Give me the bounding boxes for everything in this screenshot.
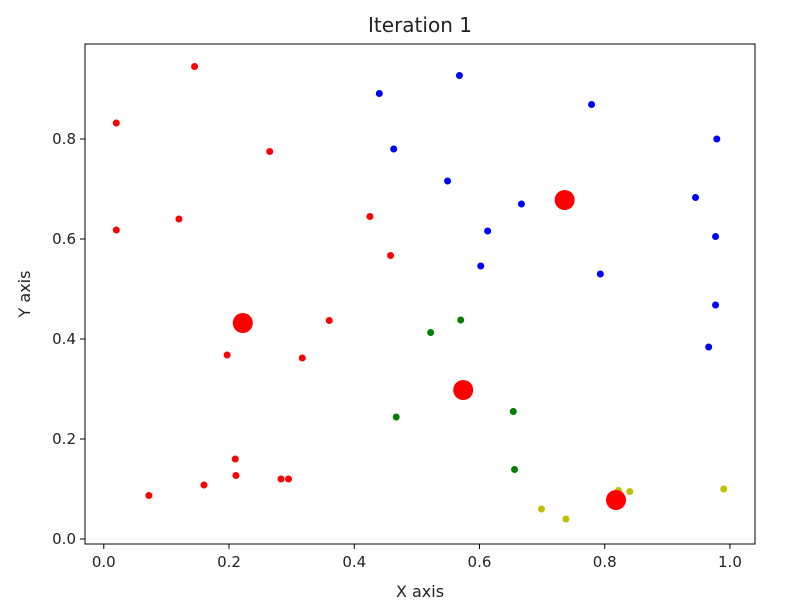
data-point bbox=[537, 505, 545, 513]
data-point bbox=[200, 481, 208, 489]
data-point bbox=[285, 475, 293, 483]
data-point bbox=[517, 200, 525, 208]
data-point bbox=[705, 343, 713, 351]
data-point bbox=[231, 455, 239, 463]
data-point bbox=[444, 177, 452, 185]
data-point bbox=[713, 135, 721, 143]
data-point bbox=[175, 215, 183, 223]
data-point bbox=[366, 213, 374, 220]
data-point bbox=[277, 475, 285, 483]
data-point bbox=[477, 262, 485, 270]
centroid-point bbox=[453, 380, 474, 400]
chart-title: Iteration 1 bbox=[368, 13, 472, 37]
data-point bbox=[112, 226, 120, 234]
y-tick-label: 0.6 bbox=[52, 230, 76, 248]
x-tick-label: 0.8 bbox=[593, 553, 617, 571]
data-point bbox=[325, 317, 333, 324]
data-point bbox=[390, 145, 398, 153]
data-point bbox=[484, 227, 492, 235]
data-point bbox=[626, 488, 634, 495]
data-point bbox=[427, 329, 435, 336]
data-point bbox=[112, 119, 120, 127]
data-point bbox=[232, 472, 240, 479]
data-point bbox=[509, 408, 517, 415]
centroid-points bbox=[232, 190, 626, 510]
y-tick-label: 0.8 bbox=[52, 130, 76, 148]
data-point bbox=[588, 101, 596, 108]
data-point bbox=[511, 466, 519, 473]
centroid-point bbox=[232, 313, 253, 333]
data-point bbox=[266, 148, 274, 155]
x-tick-label: 0.6 bbox=[468, 553, 492, 571]
y-axis-label: Y axis bbox=[15, 271, 34, 319]
data-point bbox=[720, 485, 728, 493]
data-point bbox=[596, 270, 604, 278]
data-point bbox=[455, 72, 463, 79]
data-point bbox=[375, 90, 383, 97]
plot-frame bbox=[84, 43, 756, 545]
centroid-point bbox=[605, 490, 626, 510]
data-point bbox=[145, 492, 153, 499]
data-point bbox=[712, 301, 720, 309]
data-point bbox=[712, 233, 720, 240]
data-point bbox=[562, 515, 570, 523]
y-tick-label: 0.2 bbox=[52, 430, 76, 448]
centroid-point bbox=[554, 190, 575, 210]
axis-ticks: 0.0 0.2 0.4 0.6 0.8 1.0 0.0 0.2 0.4 0.6 0.8 bbox=[52, 130, 742, 571]
data-point bbox=[223, 351, 231, 359]
data-point bbox=[457, 316, 465, 324]
x-tick-label: 0.4 bbox=[342, 553, 366, 571]
y-tick-label: 0.4 bbox=[52, 330, 76, 348]
x-axis-label: X axis bbox=[396, 582, 444, 601]
data-point bbox=[387, 252, 395, 259]
x-tick-label: 1.0 bbox=[718, 553, 742, 571]
y-tick-label: 0.0 bbox=[52, 530, 76, 548]
x-tick-label: 0.0 bbox=[92, 553, 116, 571]
data-point bbox=[392, 413, 400, 421]
data-points bbox=[112, 63, 728, 523]
data-point bbox=[191, 63, 199, 70]
data-point bbox=[692, 194, 700, 201]
x-tick-label: 0.2 bbox=[217, 553, 241, 571]
data-point bbox=[298, 354, 306, 362]
